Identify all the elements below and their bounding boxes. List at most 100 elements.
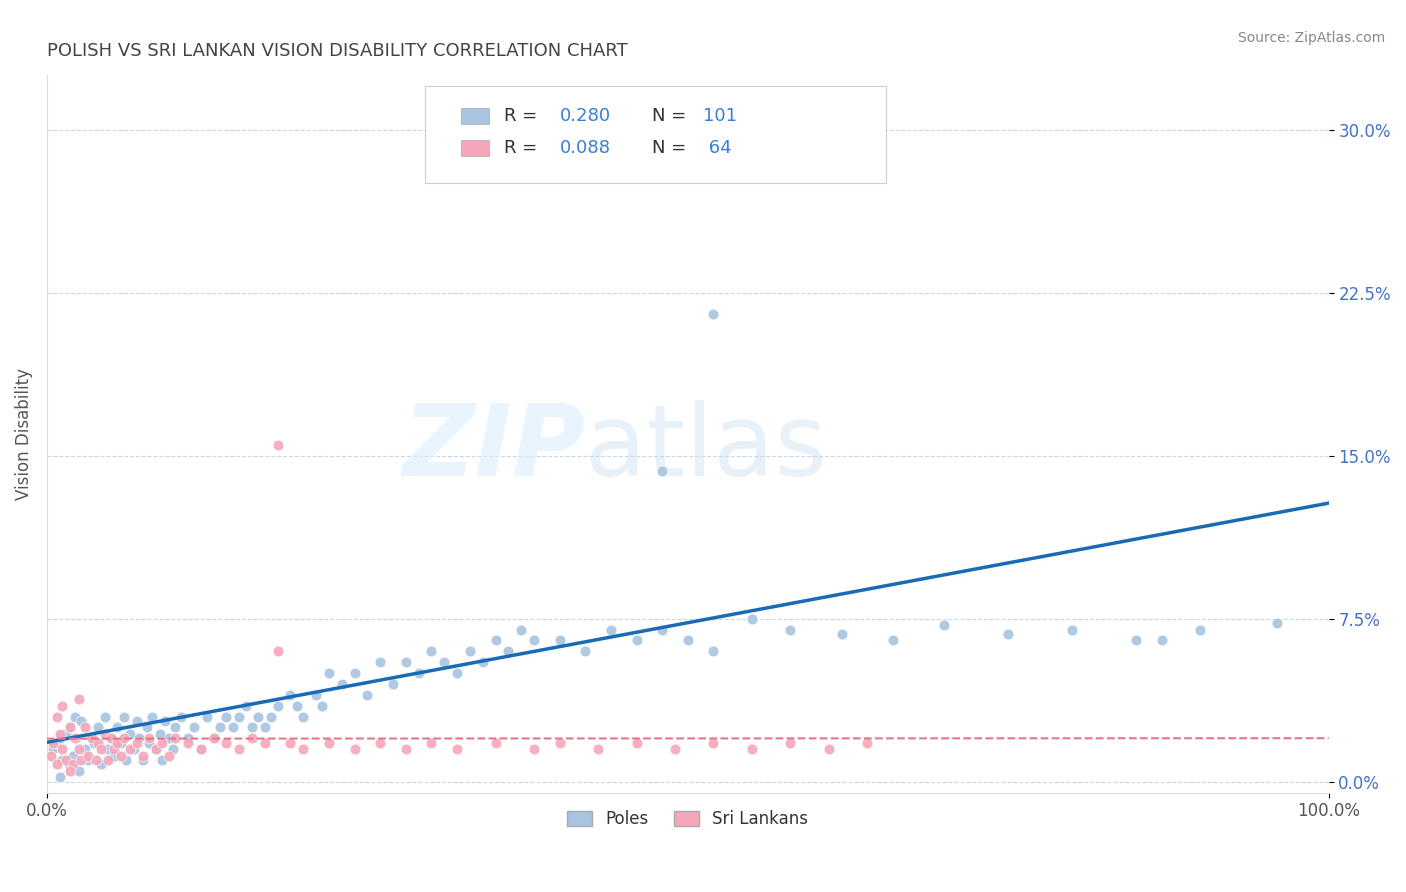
Point xyxy=(112,709,135,723)
Point xyxy=(1150,633,1173,648)
Point xyxy=(80,731,103,746)
Point xyxy=(165,721,187,735)
Point xyxy=(1062,623,1084,637)
Point xyxy=(70,714,93,728)
Point xyxy=(523,633,546,648)
Point xyxy=(100,731,122,746)
Point xyxy=(433,655,456,669)
Point xyxy=(779,623,801,637)
Point xyxy=(51,753,73,767)
Point xyxy=(408,666,430,681)
Text: POLISH VS SRI LANKAN VISION DISABILITY CORRELATION CHART: POLISH VS SRI LANKAN VISION DISABILITY C… xyxy=(46,42,627,60)
Point xyxy=(138,731,160,746)
Point xyxy=(63,709,86,723)
Point xyxy=(150,736,173,750)
Point xyxy=(381,677,404,691)
Point xyxy=(195,709,218,723)
Point xyxy=(856,736,879,750)
Point xyxy=(702,736,724,750)
Point xyxy=(190,742,212,756)
Point xyxy=(548,633,571,648)
Point xyxy=(484,633,506,648)
Point xyxy=(202,731,225,746)
Point xyxy=(103,742,125,756)
Point xyxy=(170,709,193,723)
Point xyxy=(626,736,648,750)
Point xyxy=(157,731,180,746)
Point xyxy=(215,736,238,750)
Point xyxy=(343,666,366,681)
Point xyxy=(132,748,155,763)
Point xyxy=(318,666,340,681)
Point xyxy=(420,644,443,658)
Point xyxy=(1125,633,1147,648)
Point xyxy=(87,736,110,750)
Point xyxy=(105,721,128,735)
Point xyxy=(67,764,90,778)
Point xyxy=(48,727,70,741)
Point xyxy=(125,736,148,750)
Point xyxy=(165,731,187,746)
Text: N =: N = xyxy=(652,107,692,125)
Point xyxy=(46,709,69,723)
Point xyxy=(135,721,157,735)
Point xyxy=(676,122,699,136)
Point xyxy=(48,771,70,785)
Point xyxy=(266,698,288,713)
Point xyxy=(183,721,205,735)
Point xyxy=(356,688,378,702)
Point xyxy=(368,736,391,750)
Point xyxy=(83,736,105,750)
Point xyxy=(128,731,150,746)
Point xyxy=(145,742,167,756)
Point xyxy=(59,721,82,735)
Point xyxy=(208,721,231,735)
Point xyxy=(42,742,65,756)
Point xyxy=(702,644,724,658)
Point xyxy=(266,644,288,658)
Point xyxy=(280,688,302,702)
Point xyxy=(55,753,77,767)
Point xyxy=(55,727,77,741)
Point xyxy=(93,727,115,741)
Point xyxy=(105,736,128,750)
Point xyxy=(77,748,100,763)
Bar xyxy=(461,108,489,124)
Point xyxy=(664,742,686,756)
Point xyxy=(253,736,276,750)
Bar xyxy=(461,140,489,155)
Point xyxy=(59,764,82,778)
Point xyxy=(80,731,103,746)
Point xyxy=(779,736,801,750)
Point xyxy=(420,736,443,750)
Point xyxy=(292,742,315,756)
Point xyxy=(676,633,699,648)
Legend: Poles, Sri Lankans: Poles, Sri Lankans xyxy=(561,803,815,835)
Point xyxy=(100,731,122,746)
Point xyxy=(96,742,118,756)
Point xyxy=(215,709,238,723)
Point xyxy=(75,721,97,735)
Point xyxy=(253,721,276,735)
Point xyxy=(162,742,184,756)
Point xyxy=(103,748,125,763)
Text: 64: 64 xyxy=(703,138,731,157)
Point xyxy=(59,721,82,735)
Point xyxy=(62,757,84,772)
Point xyxy=(228,709,250,723)
Point xyxy=(63,731,86,746)
Point xyxy=(626,633,648,648)
Point xyxy=(132,753,155,767)
Point xyxy=(125,714,148,728)
Point xyxy=(90,757,112,772)
Point xyxy=(997,627,1019,641)
Point xyxy=(548,736,571,750)
Point xyxy=(651,623,673,637)
Text: 0.088: 0.088 xyxy=(560,138,610,157)
Point xyxy=(702,307,724,321)
Text: atlas: atlas xyxy=(585,400,827,497)
Point xyxy=(1189,623,1212,637)
Point xyxy=(471,655,494,669)
Point xyxy=(190,742,212,756)
Point xyxy=(120,742,142,756)
